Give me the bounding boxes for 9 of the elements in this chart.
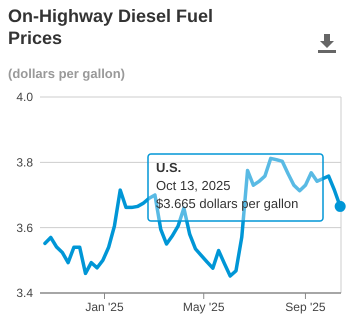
y-tick-label: 3.8 xyxy=(16,156,34,170)
x-tick-label: Jan '25 xyxy=(85,300,124,314)
y-tick-label: 3.6 xyxy=(16,220,34,235)
chart-title: On-Highway Diesel Fuel Prices xyxy=(8,6,214,48)
chart-subtitle: (dollars per gallon) xyxy=(8,66,126,81)
x-tick-label: May '25 xyxy=(182,300,225,314)
y-tick-label: 3.4 xyxy=(16,286,34,300)
x-tick-label: Sep '25 xyxy=(285,300,326,314)
y-tick-label: 4.0 xyxy=(16,90,34,104)
